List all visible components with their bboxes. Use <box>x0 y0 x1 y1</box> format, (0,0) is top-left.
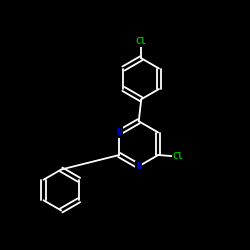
Text: N: N <box>116 128 122 137</box>
Text: Cl: Cl <box>173 152 184 161</box>
Text: Cl: Cl <box>136 38 146 46</box>
Text: N: N <box>136 162 141 171</box>
